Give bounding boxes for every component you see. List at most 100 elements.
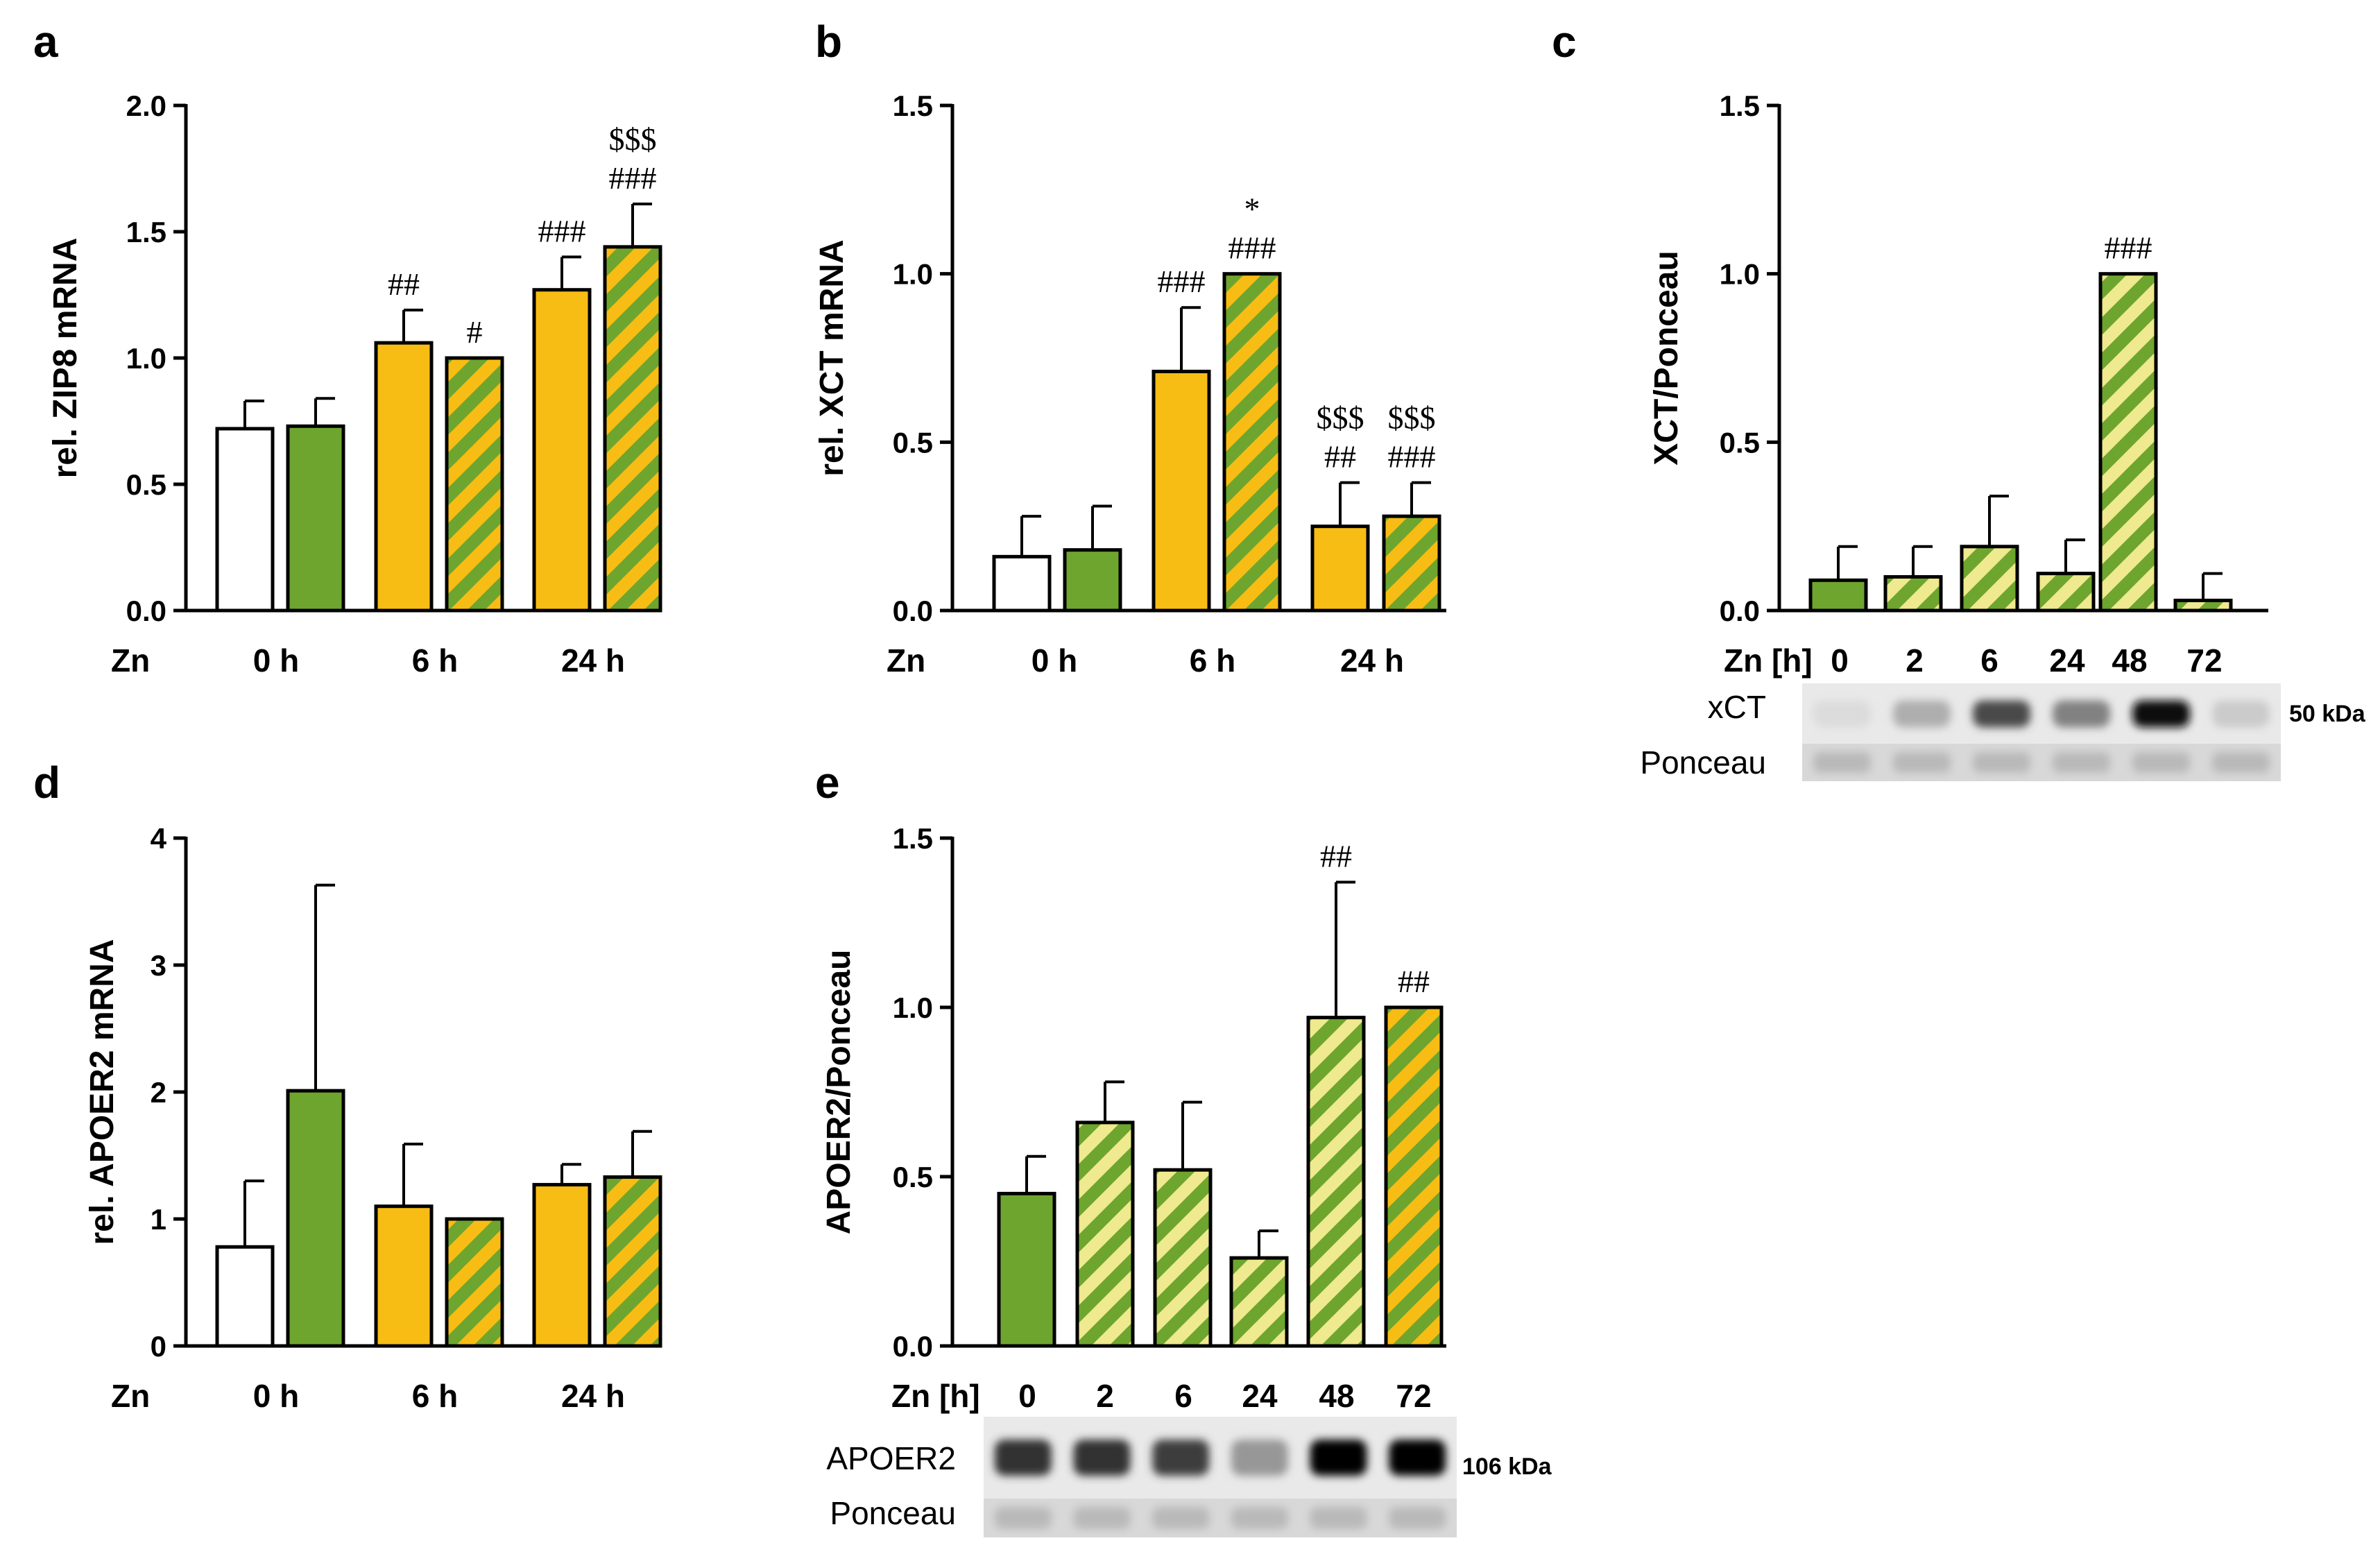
y-tick-label: 1.5 [893, 89, 933, 122]
y-tick-label: 0.0 [126, 595, 166, 627]
bar [445, 356, 504, 613]
significance-annotation: ### [1228, 230, 1276, 266]
y-tick-label: 0.5 [126, 468, 166, 501]
ponceau-band [1893, 751, 1951, 774]
x-tick-label: 2 [1906, 642, 1924, 679]
ponceau-band [1973, 751, 2030, 774]
y-tick-label: 1.0 [893, 258, 933, 291]
ponceau-band [994, 1507, 1052, 1529]
x-tick-label: 0 h [253, 1378, 299, 1414]
significance-annotation: ## [1398, 964, 1430, 999]
significance-annotation: ## [1320, 838, 1352, 873]
panel-letter: e [815, 758, 840, 808]
y-tick-label: 0.5 [893, 1161, 933, 1193]
panel-e: e APOER2/Ponceau 0.0 0.5 1.0 1.5 ## ## Zn [h] 0 2 6… [815, 758, 1552, 1537]
y-axis-label: rel. XCT mRNA [814, 239, 850, 476]
x-tick-label: 6 h [412, 642, 458, 679]
significance-annotation: # [467, 314, 483, 350]
bar [1310, 525, 1370, 613]
molecular-weight-label: 50 kDa [2289, 701, 2366, 727]
x-tick-label: 0 [1018, 1378, 1036, 1414]
ponceau-label: Ponceau [1640, 744, 1766, 781]
blot-band [2212, 700, 2270, 728]
ponceau-background [1802, 744, 2281, 781]
bar [2036, 572, 2096, 613]
x-tick-label: 6 [1980, 642, 1998, 679]
y-tick-label: 1.5 [1720, 89, 1760, 122]
y-axis-label: APOER2/Ponceau [821, 950, 857, 1235]
bar [1153, 1168, 1213, 1348]
y-tick-label: 1.5 [893, 822, 933, 855]
x-tick-label: 24 h [1340, 642, 1404, 679]
blot-band [994, 1440, 1052, 1476]
y-tick-label: 3 [151, 949, 166, 982]
significance-annotation: ### [1158, 264, 1206, 299]
bar [1384, 1005, 1444, 1348]
panel-letter: d [33, 758, 60, 808]
molecular-weight-label: 106 kDa [1462, 1453, 1552, 1480]
x-axis-prefix: Zn [887, 642, 925, 679]
bar [374, 341, 434, 613]
blot-band-label: xCT [1708, 689, 1766, 725]
bar [1306, 1016, 1366, 1348]
x-axis-prefix: Zn [111, 642, 150, 679]
bar [1229, 1256, 1289, 1348]
significance-annotation: ### [538, 213, 586, 248]
significance-annotation: ### [1388, 439, 1436, 475]
bar [1152, 369, 1211, 613]
significance-annotation: ## [388, 266, 420, 302]
y-tick-label: 2.0 [126, 89, 166, 122]
y-tick-label: 1 [151, 1203, 166, 1236]
x-tick-label: 24 [1242, 1378, 1278, 1414]
x-tick-label: 0 h [1031, 642, 1077, 679]
ponceau-band [2212, 751, 2270, 774]
blot-band [2132, 700, 2190, 728]
x-tick-label: 24 h [561, 642, 625, 679]
bar [445, 1217, 504, 1348]
ponceau-band [1389, 1507, 1446, 1529]
bar [997, 1191, 1056, 1348]
bar [286, 1089, 345, 1348]
blot-band [1152, 1440, 1210, 1476]
x-tick-label: 6 h [412, 1378, 458, 1414]
panel-letter: a [33, 17, 58, 67]
x-tick-label: 72 [2186, 642, 2222, 679]
bar [992, 554, 1052, 613]
blot-band [2053, 700, 2110, 728]
x-tick-label: 48 [2112, 642, 2147, 679]
ponceau-band [1231, 1507, 1288, 1529]
y-tick-label: 0.5 [893, 426, 933, 459]
x-tick-label: 6 [1174, 1378, 1192, 1414]
significance-annotation: $$$ [1317, 400, 1364, 436]
significance-annotation: ### [2105, 230, 2152, 266]
ponceau-band [1152, 1507, 1210, 1529]
x-tick-label: 0 [1831, 642, 1849, 679]
panel-letter: b [815, 17, 842, 67]
blot-band [1893, 700, 1951, 728]
bar [603, 245, 662, 613]
y-tick-label: 2 [151, 1076, 166, 1109]
significance-annotation: ### [609, 160, 657, 196]
blot-band [1231, 1440, 1288, 1476]
x-axis-prefix: Zn [h] [891, 1378, 980, 1414]
bar [215, 427, 275, 613]
blot-band [1813, 700, 1871, 728]
western-blot: APOER2 Ponceau 106 kDa [826, 1417, 1552, 1537]
y-tick-label: 0.0 [1720, 595, 1760, 627]
bar [1222, 272, 1282, 613]
x-tick-label: 2 [1096, 1378, 1114, 1414]
significance-annotation: * [1244, 191, 1260, 227]
y-tick-label: 0 [151, 1330, 166, 1363]
ponceau-band [1073, 1507, 1131, 1529]
bar [1960, 545, 2019, 613]
y-tick-label: 1.0 [1720, 258, 1760, 291]
ponceau-band [1310, 1507, 1367, 1529]
y-tick-label: 1.0 [126, 342, 166, 375]
bar [215, 1245, 275, 1348]
bar [532, 1183, 592, 1348]
bar [286, 424, 345, 613]
x-axis-prefix: Zn [h] [1724, 642, 1813, 679]
blot-band [1973, 700, 2030, 728]
y-tick-label: 0.0 [893, 1330, 933, 1363]
